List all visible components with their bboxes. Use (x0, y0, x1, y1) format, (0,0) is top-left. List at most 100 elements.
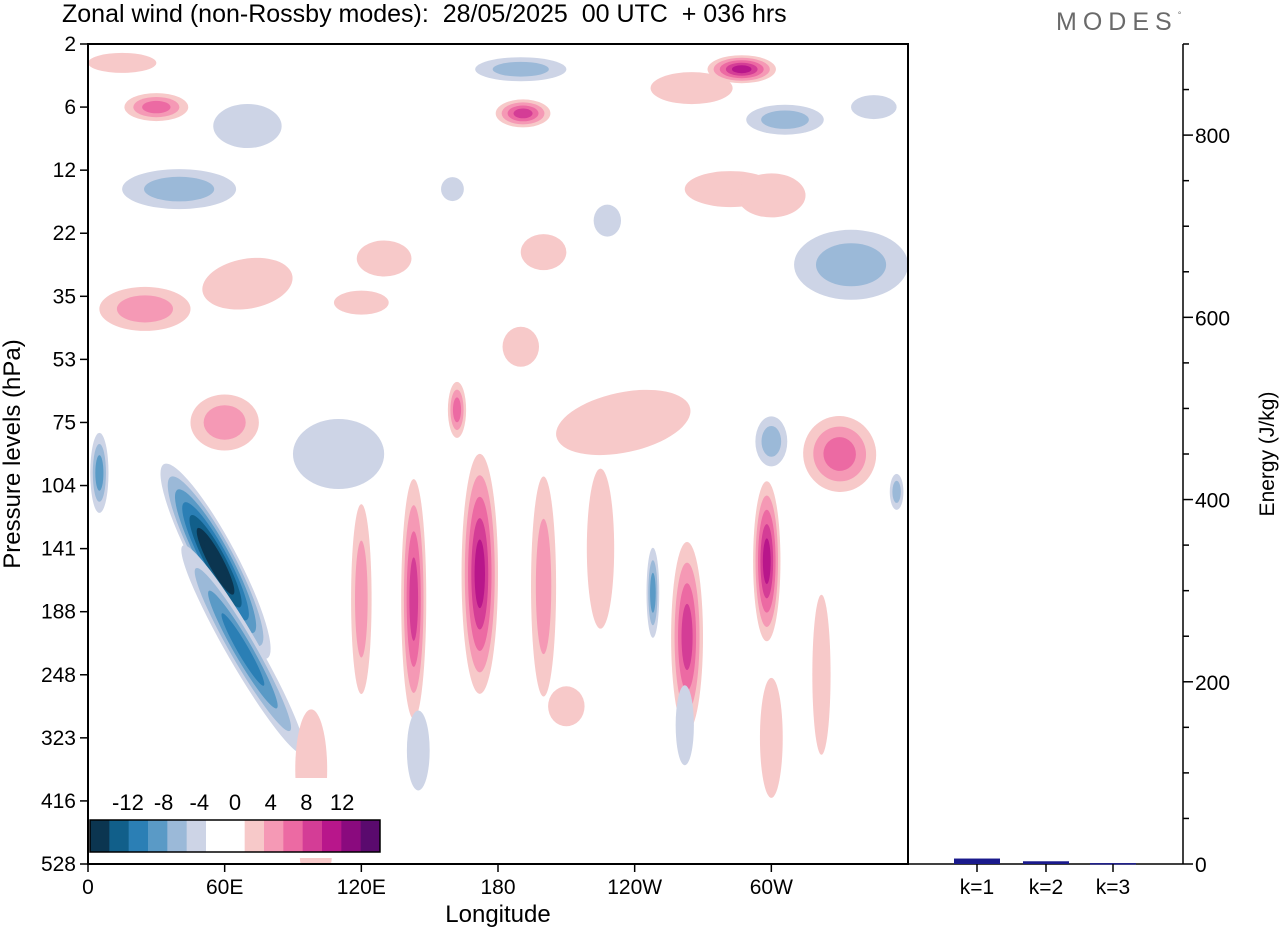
y-tick-label: 75 (53, 411, 76, 434)
x-tick-label: 180 (480, 876, 515, 899)
heatmap-contour (823, 437, 856, 471)
colorbar-label: -4 (190, 790, 210, 815)
heatmap-contour (513, 108, 533, 119)
heatmap-y-axis: 2 6 12 22 35 53 75 104 141 188 248 323 416 528 (41, 33, 88, 876)
heatmap-contour (812, 594, 831, 755)
heatmap-contour (892, 480, 901, 503)
colorbar-label: -12 (112, 790, 144, 815)
colorbar-swatch (206, 820, 226, 852)
colorbar-swatch (128, 820, 149, 852)
colorbar-swatch (322, 820, 342, 852)
y-tick-label: 35 (53, 285, 76, 308)
heatmap-x-axis: 0 60E 120E 180 120W 60W (82, 864, 793, 899)
colorbar-swatch (264, 820, 284, 852)
heatmap-contour (762, 538, 771, 585)
energy-tick-label: 200 (1195, 672, 1230, 695)
heatmap-contour (586, 468, 615, 629)
energy-bar (954, 858, 1000, 864)
energy-category-label: k=3 (1096, 876, 1130, 899)
energy-axis-label: Energy (J/kg) (1256, 392, 1279, 517)
y-tick-label: 323 (41, 727, 76, 750)
chart-title: Zonal wind (non-Rossby modes): 28/05/202… (62, 0, 787, 28)
energy-bar (1023, 861, 1069, 864)
heatmap-contour (851, 95, 897, 120)
heatmap-contour (116, 295, 174, 323)
heatmap-contour (556, 389, 691, 456)
x-tick-label: 60W (750, 876, 793, 899)
heatmap-contour (737, 173, 806, 218)
heatmap-contour (441, 177, 464, 202)
x-tick-label: 120W (607, 876, 662, 899)
energy-tick-label: 400 (1195, 490, 1230, 513)
colorbar-label: -8 (154, 790, 174, 815)
y-tick-label: 416 (41, 790, 76, 813)
colorbar-label: 8 (300, 790, 312, 815)
brand-logo: MODES° (1056, 8, 1182, 36)
y-tick-label: 188 (41, 601, 76, 624)
energy-bar (1090, 863, 1136, 865)
heatmap-contour (761, 110, 809, 129)
y-tick-label: 141 (41, 538, 76, 561)
colorbar-label: 4 (265, 790, 277, 815)
x-tick-label: 0 (82, 876, 94, 899)
y-tick-label: 6 (64, 96, 76, 119)
heatmap-contour (815, 243, 887, 287)
heatmap-contour (356, 240, 412, 277)
colorbar-swatch (109, 820, 130, 852)
y-axis-label: Pressure levels (hPa) (0, 339, 26, 568)
y-tick-label: 12 (53, 159, 76, 182)
energy-category-label: k=1 (960, 876, 994, 899)
brand-text: MODES (1056, 8, 1178, 36)
y-tick-label: 104 (41, 475, 76, 498)
colorbar-swatch (186, 820, 207, 852)
heatmap-contour (202, 257, 293, 310)
heatmap-contour (333, 290, 389, 315)
heatmap-contour (409, 557, 419, 641)
heatmap-contour (681, 603, 693, 670)
heatmap-contour (213, 104, 282, 148)
colorbar-frame (89, 819, 381, 853)
energy-tick-label: 800 (1195, 125, 1230, 148)
heatmap-contour (593, 204, 622, 237)
energy-y-axis: 0 200 400 600 800 (1183, 43, 1230, 877)
energy-category-label: k=2 (1029, 876, 1063, 899)
energy-tick-label: 0 (1195, 854, 1207, 877)
heatmap-contour (548, 686, 585, 727)
heatmap-contour (144, 176, 215, 202)
x-tick-label: 120E (337, 876, 386, 899)
colorbar-swatch (225, 820, 246, 852)
energy-bars: k=1 k=2 k=3 (954, 858, 1136, 899)
heatmap-contour (88, 52, 157, 73)
heatmap-contour (95, 455, 104, 491)
heatmap-contour (203, 540, 228, 582)
y-tick-label: 248 (41, 664, 76, 687)
heatmap-contour (502, 326, 540, 367)
y-tick-label: 528 (41, 853, 76, 876)
colorbar-swatch (244, 820, 265, 852)
heatmap-contour (650, 72, 733, 105)
heatmap-contour (292, 419, 385, 489)
heatmap-field (88, 52, 908, 864)
heatmap-contour (759, 677, 783, 798)
x-tick-label: 60E (206, 876, 243, 899)
colorbar-swatch (148, 820, 168, 852)
heatmap-contour (492, 61, 549, 77)
heatmap-contour (675, 685, 694, 766)
heatmap-contour (221, 613, 265, 686)
colorbar-swatch (167, 820, 188, 852)
y-tick-label: 22 (53, 222, 76, 245)
colorbar-swatch (341, 820, 362, 852)
y-tick-label: 53 (53, 348, 76, 371)
colorbar-swatch (360, 820, 381, 852)
heatmap-contour (761, 426, 782, 457)
colorbar-swatch (90, 820, 110, 852)
colorbar-swatch (302, 820, 323, 852)
heatmap-contour (452, 397, 462, 423)
colorbar-label: 12 (330, 790, 354, 815)
heatmap-contour (203, 405, 246, 440)
heatmap-contour (650, 572, 656, 613)
y-tick-label: 2 (64, 33, 76, 56)
heatmap-contour (535, 518, 552, 655)
colorbar-label: 0 (229, 790, 241, 815)
